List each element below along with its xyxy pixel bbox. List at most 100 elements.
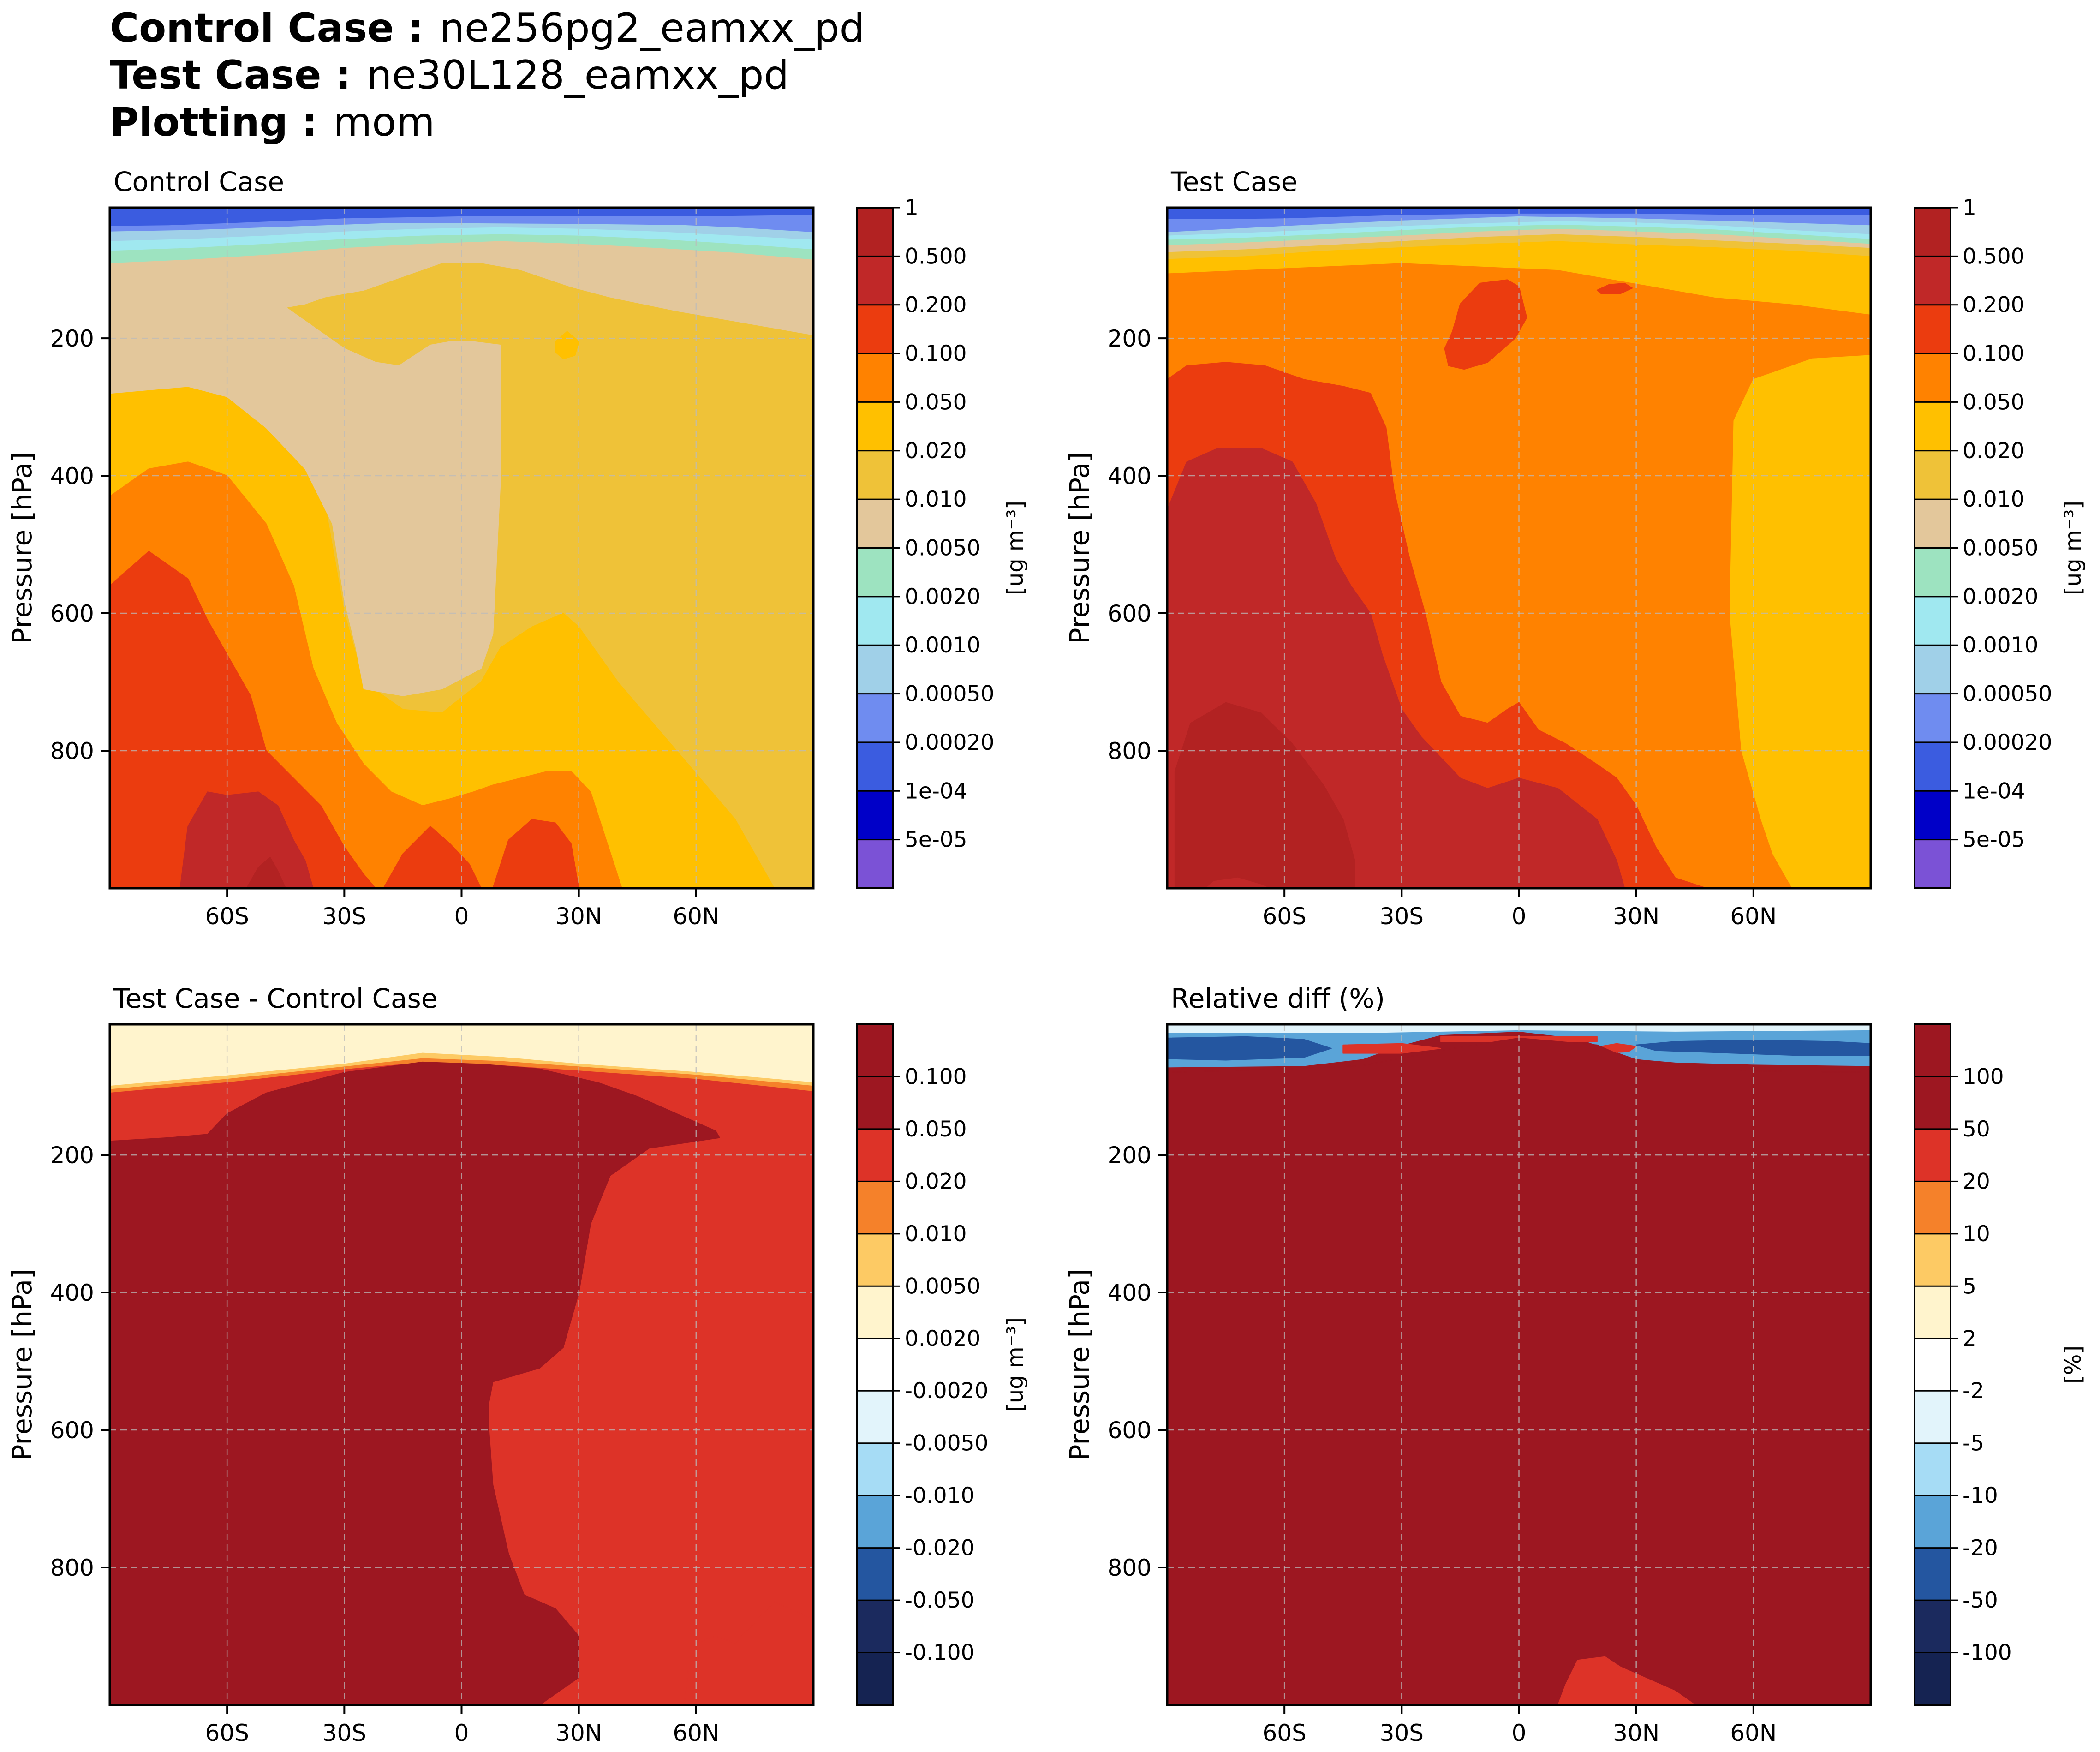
colorbar-segment <box>1915 694 1951 743</box>
y-tick-label: 200 <box>1108 325 1151 352</box>
colorbar-frame <box>856 207 894 889</box>
contour-region <box>110 208 813 226</box>
colorbar-tick-label: 5 <box>1963 1274 1976 1299</box>
x-tick-label: 30N <box>555 1720 602 1746</box>
colorbar-segment <box>857 499 893 549</box>
colorbar-tick-label: 0.010 <box>1963 487 2025 512</box>
colorbar-segment <box>857 791 893 840</box>
colorbar-segment <box>1915 645 1951 694</box>
contour-region <box>246 857 286 888</box>
figure-header: Control Case : ne256pg2_eamxx_pd Test Cas… <box>110 5 865 146</box>
colorbar-segment <box>1915 208 1951 257</box>
colorbar-tick-label: 0.100 <box>1963 341 2025 366</box>
colorbar-segment <box>1915 791 1951 840</box>
colorbar-segment <box>857 402 893 451</box>
contour-field <box>110 1024 813 1705</box>
colorbar-segment <box>1915 1338 1951 1392</box>
colorbar-tick-label: 50 <box>1963 1117 1990 1142</box>
colorbar-segment <box>857 1443 893 1496</box>
colorbar-label: [%] <box>2060 1345 2086 1384</box>
y-axis-label: Pressure [hPa] <box>1064 1268 1095 1460</box>
colorbar-segment <box>857 548 893 597</box>
colorbar-tick-label: 2 <box>1963 1326 1976 1351</box>
colorbar-tick-label: -0.0050 <box>905 1431 988 1456</box>
colorbar-segment <box>857 694 893 743</box>
colorbar-segment <box>1915 353 1951 403</box>
colorbar-tick-label: 0.100 <box>905 1064 967 1089</box>
x-tick-label: 60S <box>205 903 249 930</box>
colorbar-segment <box>1915 1024 1951 1077</box>
y-tick-label: 400 <box>50 463 94 490</box>
colorbar-segment <box>1915 1443 1951 1496</box>
contour-region <box>110 550 376 888</box>
colorbar-segment <box>1915 1286 1951 1339</box>
colorbar-segment <box>857 450 893 500</box>
contour-region <box>110 208 813 696</box>
colorbar-tick-label: 0.00050 <box>1963 682 2052 707</box>
colorbar-segment <box>1915 450 1951 500</box>
x-tick-label: 30N <box>555 903 602 930</box>
colorbar-segment <box>1915 1181 1951 1234</box>
colorbar-tick-label: 0.00020 <box>1963 730 2052 755</box>
x-tick-label: 30N <box>1613 903 1659 930</box>
colorbar-segment <box>857 839 893 889</box>
y-axis-label: Pressure [hPa] <box>6 1268 38 1460</box>
x-tick-label: 60N <box>673 1720 719 1746</box>
colorbar-tick-label: 0.200 <box>905 293 967 318</box>
colorbar-segment <box>857 596 893 646</box>
colorbar-segment <box>857 208 893 257</box>
colorbar-tick-label: 0.050 <box>905 1117 967 1142</box>
colorbar-segment <box>1915 499 1951 549</box>
colorbar-tick-label: 5e-05 <box>1963 827 2025 853</box>
colorbar-tick-label: -0.0020 <box>905 1378 988 1404</box>
colorbar-tick-label: 0.0050 <box>905 536 980 561</box>
colorbar-segment <box>1915 1233 1951 1287</box>
colorbar-label: [ug m⁻³] <box>1002 1317 1028 1412</box>
colorbar-segment <box>857 256 893 305</box>
colorbar-tick-label: 1e-04 <box>1963 778 2025 804</box>
colorbar-tick-label: 20 <box>1963 1169 1990 1194</box>
colorbar-segment <box>857 1286 893 1339</box>
y-axis-label: Pressure [hPa] <box>1064 452 1095 644</box>
colorbar: 5e-05 1e-04 0.00020 0.00050 0.0010 0.0020 0.00… <box>856 195 1028 889</box>
colorbar-segment <box>857 1600 893 1653</box>
contour-region <box>179 791 314 888</box>
colorbar-segment <box>857 305 893 354</box>
x-tick-label: 60S <box>1262 903 1306 930</box>
panel-title: Control Case <box>113 166 284 197</box>
colorbar-frame <box>1914 1023 1951 1706</box>
colorbar-tick-label: 1 <box>1963 195 1976 221</box>
colorbar-segment <box>1915 402 1951 451</box>
colorbar-segment <box>1915 1495 1951 1549</box>
colorbar-tick-label: 0.050 <box>905 389 967 415</box>
x-tick-label: 60N <box>1730 903 1777 930</box>
y-tick-label: 400 <box>1108 463 1151 490</box>
contour-region <box>1174 702 1355 888</box>
colorbar-tick-label: 0.100 <box>905 341 967 366</box>
contour-region <box>492 819 579 888</box>
colorbar-tick-label: 0.020 <box>1963 438 2025 464</box>
colorbar-tick-label: -20 <box>1963 1536 1998 1561</box>
y-axis-label: Pressure [hPa] <box>6 452 38 644</box>
colorbar: 5e-05 1e-04 0.00020 0.00050 0.0010 0.0020 0.00… <box>1914 195 2086 889</box>
colorbar: -0.100 -0.050 -0.020 -0.010 -0.0050 -0.0020 0.… <box>856 1023 1028 1706</box>
contour-region <box>1167 1037 1871 1705</box>
y-tick-label: 200 <box>1108 1142 1151 1169</box>
y-tick-label: 400 <box>1108 1280 1151 1306</box>
colorbar-tick-label: -0.010 <box>905 1483 975 1508</box>
panel-title: Test Case - Control Case <box>113 983 437 1014</box>
colorbar-label: [ug m⁻³] <box>2060 501 2086 595</box>
test-case-key: Test Case : <box>110 52 351 98</box>
colorbar-tick-label: 100 <box>1963 1064 2004 1089</box>
x-tick-label: 30S <box>322 903 366 930</box>
colorbar-tick-label: 1e-04 <box>905 778 967 804</box>
colorbar-label: [ug m⁻³] <box>1002 501 1028 595</box>
colorbar-tick-label: -100 <box>1963 1640 2012 1666</box>
colorbar-segment <box>857 1338 893 1392</box>
test-case-value: ne30L128_eamxx_pd <box>366 52 789 98</box>
contour-region <box>1167 1036 1332 1061</box>
colorbar-tick-label: -2 <box>1963 1378 1984 1404</box>
colorbar-segment <box>857 1076 893 1130</box>
colorbar-tick-label: 0.00020 <box>905 730 994 755</box>
colorbar-tick-label: -0.100 <box>905 1640 975 1666</box>
